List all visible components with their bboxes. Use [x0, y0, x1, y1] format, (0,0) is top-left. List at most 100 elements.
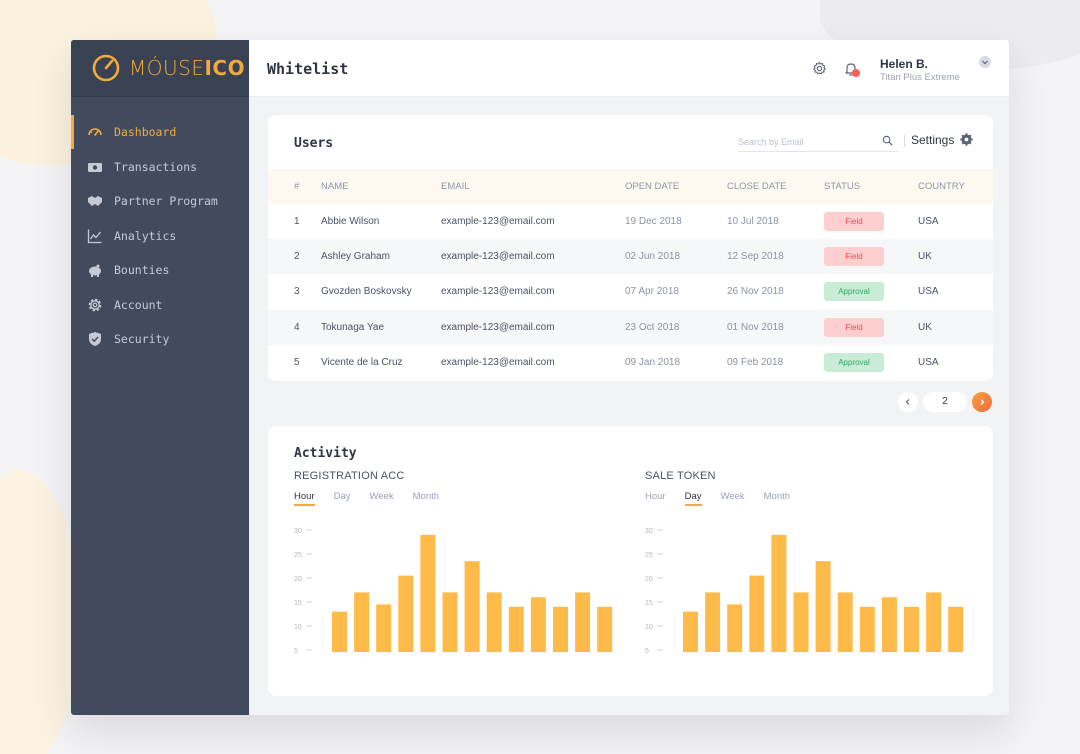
chart-bar[interactable]	[508, 606, 524, 652]
tab-day[interactable]: Day	[684, 491, 702, 506]
chart-bar[interactable]	[771, 534, 787, 652]
cell-name: Ashley Graham	[321, 251, 390, 263]
status-cell: Field	[824, 212, 884, 232]
next-page-button[interactable]	[972, 392, 992, 412]
cell-country: USA	[918, 356, 939, 368]
table-row[interactable]: 4 Tokunaga Yae example-123@email.com 23 Oct…	[268, 309, 993, 345]
sidebar-item-bounties[interactable]: Bounties	[71, 253, 249, 288]
logo[interactable]: MÓUSEICO	[71, 40, 249, 97]
chart-bar[interactable]	[553, 606, 568, 652]
user-plan: Titan Plus Extreme	[880, 72, 960, 83]
chart-bar[interactable]	[376, 604, 392, 652]
page-number[interactable]: 2	[923, 392, 967, 412]
tab-day[interactable]: Day	[333, 491, 351, 502]
prev-page-button[interactable]	[898, 392, 918, 412]
chart-bar[interactable]	[683, 611, 698, 652]
tab-week[interactable]: Week	[720, 491, 745, 502]
sidebar-item-label: Dashboard	[114, 125, 177, 140]
cell-close: 10 Jul 2018	[727, 216, 779, 228]
tab-hour[interactable]: Hour	[645, 491, 666, 502]
column-header[interactable]: CLOSE DATE	[727, 181, 787, 192]
chart-bar[interactable]	[727, 604, 743, 652]
sidebar-item-label: Bounties	[114, 263, 170, 278]
column-header[interactable]: COUNTRY	[918, 181, 965, 192]
cell-email: example-123@email.com	[441, 286, 555, 298]
chart-bar[interactable]	[332, 611, 347, 652]
cell-name: Abbie Wilson	[321, 216, 380, 228]
settings-button[interactable]: Settings	[911, 133, 955, 147]
search-input[interactable]	[738, 132, 898, 152]
line-chart-icon	[87, 228, 103, 244]
chart-bar[interactable]	[859, 606, 875, 652]
chart-bar[interactable]	[815, 561, 831, 652]
chart-bar[interactable]	[486, 592, 502, 652]
chart-bar[interactable]	[837, 592, 853, 652]
chart-bar[interactable]	[793, 592, 809, 652]
chart-bar[interactable]	[420, 534, 436, 652]
chart-title: SALE TOKEN	[645, 470, 716, 482]
cell-num: 4	[294, 321, 300, 333]
search-icon[interactable]	[882, 135, 893, 146]
column-header[interactable]: STATUS	[824, 181, 861, 192]
column-header[interactable]: OPEN DATE	[625, 181, 680, 192]
column-header[interactable]: #	[294, 181, 300, 192]
table-row[interactable]: 2 Ashley Graham example-123@email.com 02 Ju…	[268, 239, 993, 275]
chevron-left-icon	[905, 399, 910, 405]
users-title: Users	[294, 136, 334, 151]
sidebar-item-account[interactable]: Account	[71, 288, 249, 323]
y-tick-label: 10	[294, 624, 302, 631]
table-row[interactable]: 5 Vicente de la Cruz example-123@email.com…	[268, 345, 993, 380]
y-tick-label: 10	[645, 624, 653, 631]
column-header[interactable]: EMAIL	[441, 181, 470, 192]
gear-icon[interactable]	[812, 61, 827, 76]
handshake-icon	[87, 193, 103, 209]
cell-email: example-123@email.com	[441, 321, 555, 333]
tab-hour[interactable]: Hour	[294, 491, 315, 506]
cell-open: 09 Jan 2018	[625, 356, 681, 368]
bar-chart: 30 25 20 15 10 5	[294, 528, 613, 655]
table-body: 1 Abbie Wilson example-123@email.com 19 Dec…	[268, 204, 993, 380]
chevron-down-icon[interactable]	[979, 56, 991, 68]
chart-bar[interactable]	[597, 606, 613, 652]
chart-bar[interactable]	[354, 592, 370, 652]
column-header[interactable]: NAME	[321, 181, 349, 192]
tab-month[interactable]: Month	[763, 491, 791, 502]
table-row[interactable]: 3 Gvozden Boskovsky example-123@email.com 0…	[268, 274, 993, 309]
chart-bar[interactable]	[398, 575, 414, 652]
y-tick-label: 20	[645, 576, 653, 583]
table-row[interactable]: 1 Abbie Wilson example-123@email.com 19 Dec…	[268, 204, 993, 239]
sidebar-item-label: Account	[114, 297, 163, 312]
chart-bar[interactable]	[948, 606, 964, 652]
sidebar-item-analytics[interactable]: Analytics	[71, 219, 249, 254]
chart-bar[interactable]	[904, 606, 919, 652]
tab-month[interactable]: Month	[412, 491, 440, 502]
sidebar-nav: Dashboard Transactions Partner Program Anal…	[71, 115, 249, 357]
sidebar-item-security[interactable]: Security	[71, 322, 249, 357]
settings-gear-icon[interactable]	[960, 133, 973, 146]
users-card: Users Settings #	[268, 115, 993, 381]
sidebar-item-partner-program[interactable]: Partner Program	[71, 184, 249, 219]
chart-bar[interactable]	[881, 597, 897, 652]
y-tick-label: 15	[645, 600, 653, 607]
sidebar-item-transactions[interactable]: Transactions	[71, 150, 249, 185]
y-tick-label: 5	[294, 648, 298, 655]
y-tick-label: 25	[645, 552, 653, 559]
cell-country: UK	[918, 251, 932, 263]
chart-bar[interactable]	[464, 561, 480, 652]
cell-open: 07 Apr 2018	[625, 286, 679, 298]
chart-tabs: Hour Day Week Month	[645, 491, 809, 506]
chart-bar[interactable]	[575, 592, 591, 652]
money-icon	[87, 159, 103, 175]
chart-bar[interactable]	[705, 592, 721, 652]
user-name[interactable]: Helen B.	[880, 57, 929, 71]
y-tick-label: 5	[645, 648, 649, 655]
chart-bar[interactable]	[749, 575, 765, 652]
chart-bar[interactable]	[442, 592, 458, 652]
cell-num: 5	[294, 356, 300, 368]
sidebar-item-label: Transactions	[114, 159, 198, 174]
tab-week[interactable]: Week	[369, 491, 394, 502]
chart-bar[interactable]	[926, 592, 942, 652]
shield-icon	[87, 331, 103, 347]
sidebar-item-dashboard[interactable]: Dashboard	[71, 115, 249, 150]
chart-bar[interactable]	[530, 597, 546, 652]
